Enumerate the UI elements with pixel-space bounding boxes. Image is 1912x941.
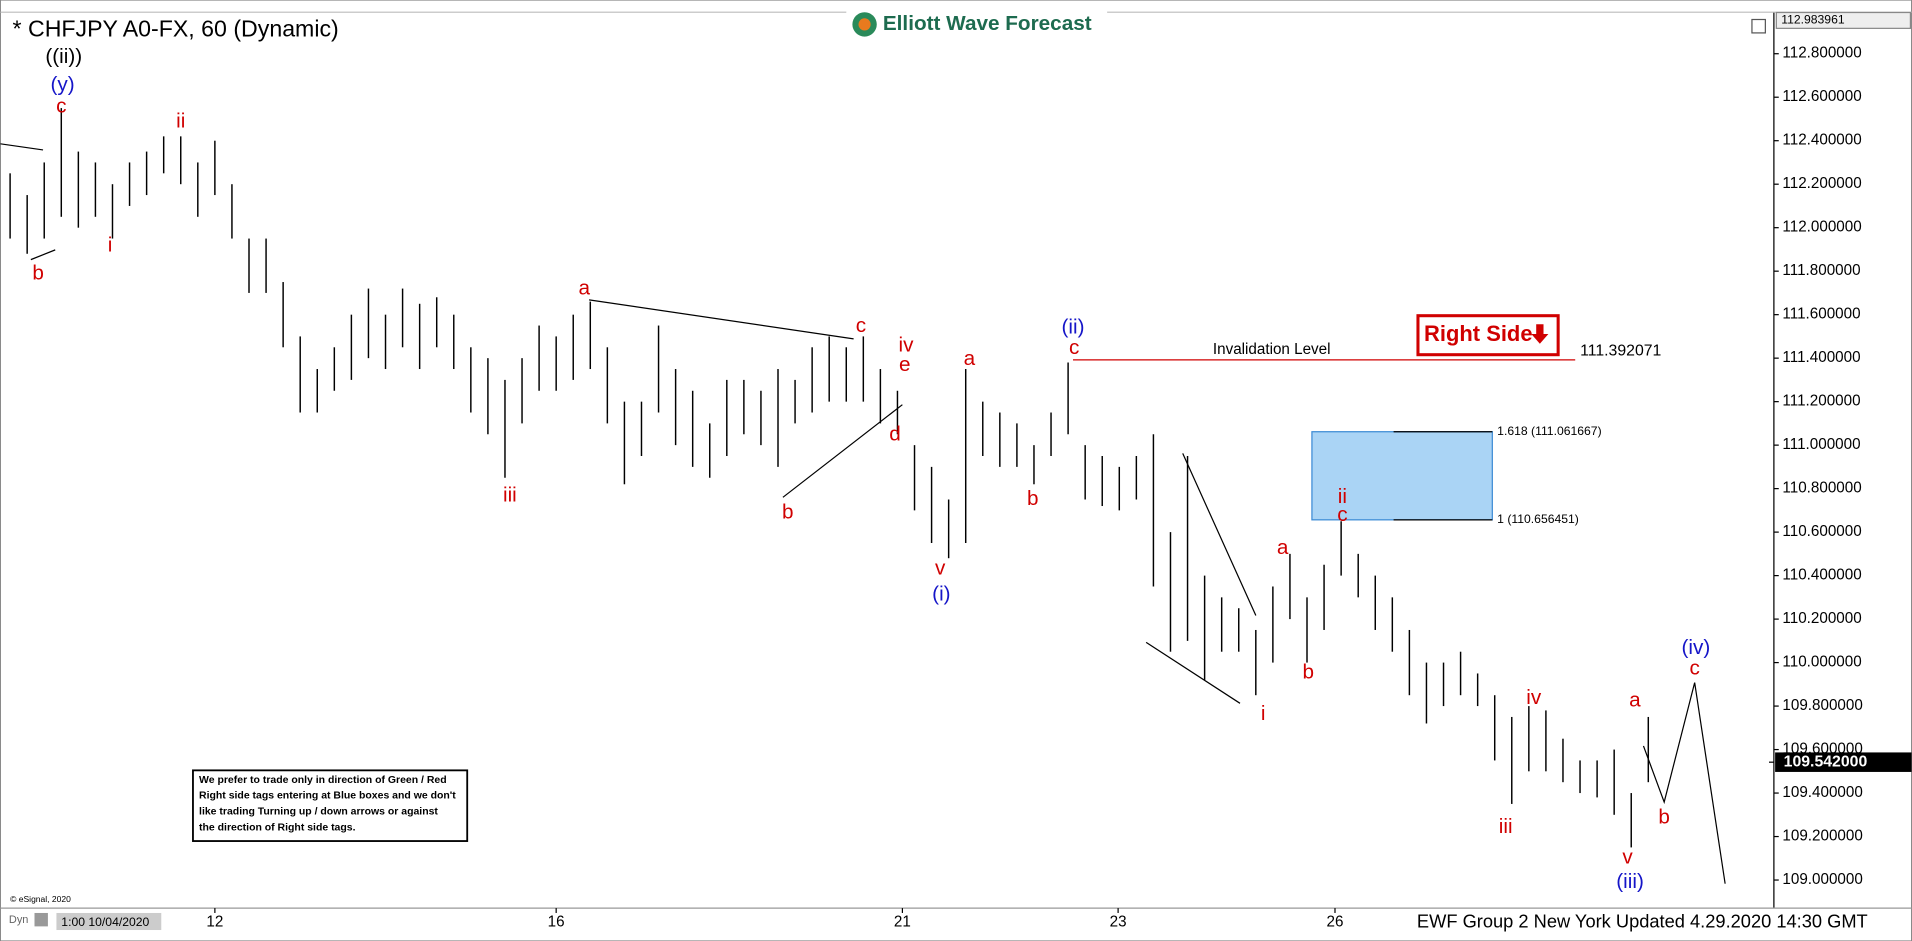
y-tick-label: 110.200000 [1782,610,1861,627]
wave-label: a [578,276,590,299]
logo-icon-inner [858,18,871,31]
wave-label: i [1261,702,1266,725]
right-side-label: Right Side [1424,321,1532,346]
fib-label: 1 (110.656451) [1497,512,1579,526]
y-tick-label: 112.600000 [1782,88,1861,105]
wave-label: v [935,557,946,580]
wave-label: e [899,353,911,376]
last-price-box [1775,752,1912,772]
wave-label: b [32,262,44,285]
wave-label: iv [899,334,915,357]
wave-label: (iii) [1616,870,1644,893]
y-tick-label: 109.800000 [1782,697,1862,714]
last-price-label: 109.542000 [1784,753,1868,770]
down-arrow [1531,324,1549,344]
fib-box [1311,431,1493,521]
wave-label: d [889,423,901,446]
chart-title: * CHFJPY A0-FX, 60 (Dynamic) [13,16,339,42]
icon [1751,18,1766,34]
wave-label: b [1303,660,1315,683]
wave-label: (y) [50,73,74,96]
wave-label: c [1689,657,1699,680]
y-tick-label: 110.000000 [1782,654,1861,671]
wave-label: a [964,347,976,370]
wave-label: ii [176,109,185,132]
wave-label: b [782,501,794,524]
logo-bg [846,6,1108,43]
wave-label: b [1658,805,1670,828]
disclaimer-line: the direction of Right side tags. [199,822,356,833]
dyn-label: Dyn [9,914,29,926]
y-tick-label: 111.000000 [1782,436,1860,453]
y-tick-label: 110.800000 [1782,480,1861,497]
wave-label: (iv) [1681,636,1710,659]
x-tick-label: 12 [206,914,223,931]
footer: EWF Group 2 New York Updated 4.29.2020 1… [1417,911,1868,932]
right-side-box [1416,314,1560,357]
start-date: 1:00 10/04/2020 [61,915,149,929]
disclaimer-line: Right side tags entering at Blue boxes a… [199,791,456,802]
wave-label: iv [1526,686,1542,709]
icon [34,912,48,927]
wave-label: a [1629,688,1641,711]
wave-label: v [1622,846,1633,869]
wave-label: b [1027,487,1039,510]
y-tick-label: 111.800000 [1782,262,1860,279]
x-tick-label: 21 [894,914,911,931]
wave-label: ((ii)) [45,45,82,68]
fib-label: 1.618 (111.061667) [1497,424,1601,438]
y-tick-label: 111.200000 [1782,393,1860,410]
logo-text: Elliott Wave Forecast [883,12,1092,35]
y-tick-label: 109.000000 [1782,871,1862,888]
top-price-label: 112.983961 [1781,13,1845,27]
y-tick-label: 112.200000 [1782,175,1861,192]
y-tick-label: 111.400000 [1782,349,1860,366]
y-tick-label: 112.400000 [1782,132,1861,149]
disclaimer-line: like trading Turning up / down arrows or… [199,807,438,818]
x-tick-label: 26 [1327,914,1344,931]
trend-lines [0,143,1726,884]
wave-label: iii [503,484,517,507]
wave-label: (i) [932,582,950,605]
wave-label: c [56,95,66,118]
wave-label: a [1277,536,1289,559]
y-tick-label: 112.800000 [1782,45,1861,62]
wave-label: c [1337,503,1347,526]
wave-label: c [1069,336,1079,359]
wave-label: i [108,234,113,257]
copyright: © eSignal, 2020 [10,894,71,904]
y-tick-label: 109.200000 [1782,828,1862,845]
y-tick-label: 109.400000 [1782,784,1862,801]
invalidation-label: Invalidation Level [1213,341,1331,358]
top-price-box [1775,11,1912,29]
wave-label: ii [1338,485,1347,508]
y-tick-label: 112.000000 [1782,219,1861,236]
y-tick-label: 110.600000 [1782,523,1861,540]
disclaimer-box [192,769,469,842]
disclaimer-line: We prefer to trade only in direction of … [199,775,447,786]
x-tick-label: 16 [548,914,565,931]
wave-label: iii [1499,815,1513,838]
invalidation-value: 111.392071 [1580,343,1661,360]
wave-label: c [856,314,866,337]
x-tick-label: 23 [1110,914,1127,931]
y-tick-label: 110.400000 [1782,567,1861,584]
y-tick-label: 111.600000 [1782,306,1860,323]
start-date-bg [56,912,162,931]
wave-label: (ii) [1062,315,1085,338]
